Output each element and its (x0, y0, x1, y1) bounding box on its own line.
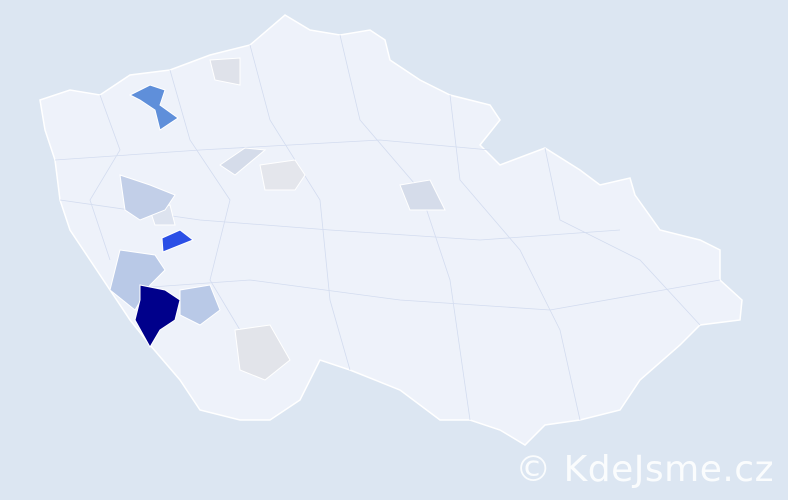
district-lowest-1 (209, 57, 241, 86)
district-high (161, 229, 195, 253)
district-low-1 (109, 249, 166, 311)
district-low-2 (179, 284, 221, 326)
watermark: © KdeJsme.cz (515, 449, 774, 490)
country-outline (39, 14, 743, 446)
district-low-3 (119, 174, 176, 221)
district-medium (128, 84, 179, 131)
district-lowest-2 (219, 147, 267, 176)
district-lowest-5 (234, 324, 291, 381)
district-lowest-3 (259, 159, 306, 191)
district-lowest-4 (399, 179, 446, 211)
district-highest (134, 284, 181, 349)
